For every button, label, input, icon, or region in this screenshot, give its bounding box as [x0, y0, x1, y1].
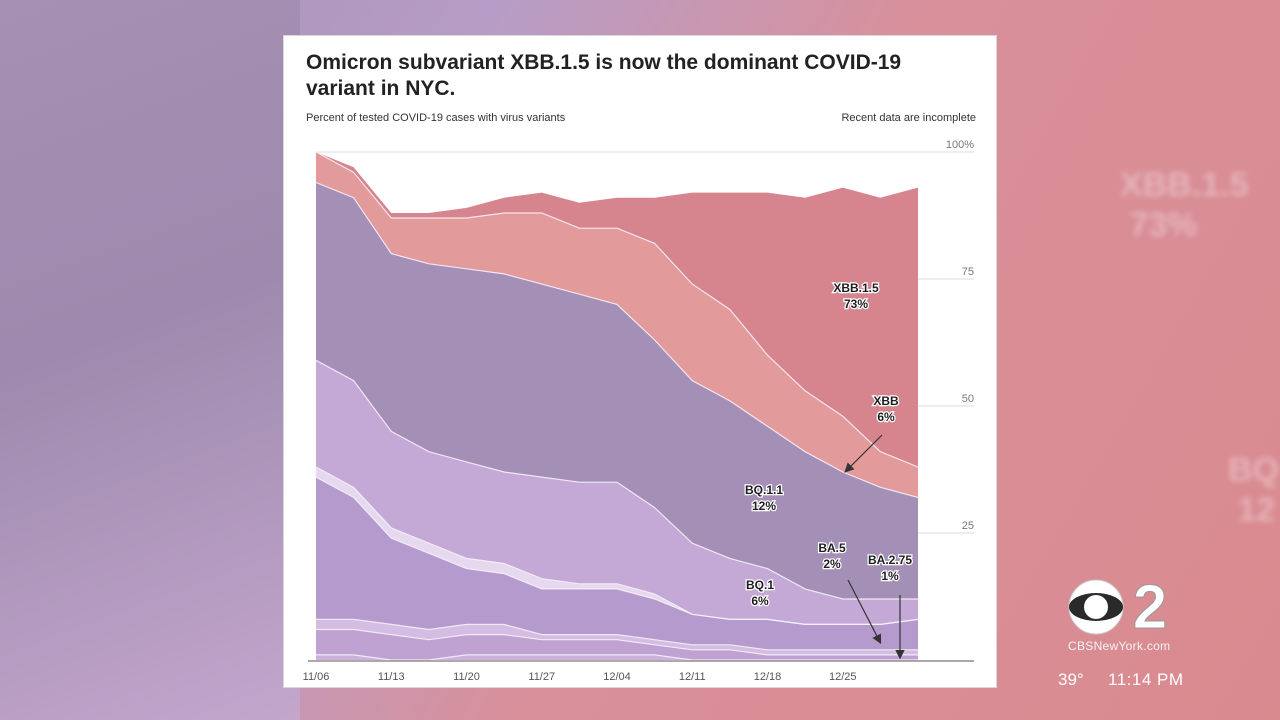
area-series-1 [316, 629, 918, 660]
background-left [0, 0, 300, 720]
x-tick-label: 11/13 [378, 671, 405, 683]
annotation-layer: XBB.1.5 73% XBB 6% BQ.1.1 12% BA.5 2% BA.2.75 1% B… [744, 280, 914, 660]
stacked-area-chart: 25 50 75 100% 11/06 11/13 11/20 11/27 12/04 12/11… [303, 139, 975, 683]
series-boundary-line [316, 618, 918, 651]
annotation-value: 6% [751, 594, 769, 608]
series-boundary-line [316, 628, 918, 656]
x-tick-label: 12/11 [679, 671, 706, 683]
chart-card: Omicron subvariant XBB.1.5 is now the do… [283, 35, 997, 688]
area-series-0 [316, 654, 918, 660]
area-series-3-bq-1 [316, 477, 918, 650]
temperature: 39° [1058, 670, 1084, 689]
x-tick-label: 12/04 [603, 671, 631, 683]
area-series-6 [316, 182, 918, 599]
series-boundary-line [316, 654, 918, 661]
annotation-label: BQ.1.1 [745, 483, 783, 497]
x-tick-label: 11/20 [453, 671, 480, 683]
annotation-label: XBB [873, 394, 899, 408]
annotation-value: 12% [752, 499, 776, 513]
area-series-2 [316, 619, 918, 655]
clock: 11:14 PM [1108, 670, 1184, 689]
cbs2-logo: 2 [1068, 573, 1168, 642]
data-note: Recent data are incomplete [841, 112, 976, 124]
series-boundary-line [315, 151, 919, 468]
background-blur-text: XBB.1.5 73% [1120, 166, 1249, 244]
annotation-label: BQ.1 [746, 578, 774, 592]
y-tick-label: 100% [946, 139, 974, 151]
axis-layer: 25 50 75 100% 11/06 11/13 11/20 11/27 12/04 12/11… [303, 139, 975, 683]
channel-number: 2 [1133, 573, 1167, 642]
annotation-value: 73% [844, 297, 868, 311]
series-boundary-line [315, 466, 919, 625]
callout-arrow [847, 579, 882, 645]
annotation-value: 2% [823, 557, 841, 571]
x-tick-label: 11/27 [528, 671, 555, 683]
area-layer [316, 152, 918, 660]
annotation-label: BA.5 [818, 541, 846, 555]
annotation-value: 1% [881, 569, 899, 583]
website-label: CBSNewYork.com [1068, 639, 1171, 653]
y-tick-label: 25 [962, 520, 974, 532]
area-series-8 [316, 152, 918, 467]
x-tick-label: 12/25 [829, 671, 857, 683]
chart-subtitle: Percent of tested COVID-19 cases with vi… [306, 112, 566, 124]
series-boundary-line [315, 181, 919, 498]
boundary-lines [315, 151, 919, 661]
background-blur-text-2: BQ 12 [1228, 451, 1279, 529]
annotation-label: BA.2.75 [868, 553, 912, 567]
area-series-7 [316, 152, 918, 498]
annotation-label: XBB.1.5 [833, 281, 879, 295]
callout-arrow [844, 434, 883, 473]
y-tick-label: 75 [962, 266, 974, 278]
x-tick-label: 11/06 [303, 671, 330, 683]
series-boundary-line [315, 359, 918, 600]
x-tick-label: 12/18 [754, 671, 782, 683]
y-tick-label: 50 [962, 393, 974, 405]
annotation-value: 6% [877, 410, 895, 424]
chart-title: Omicron subvariant XBB.1.5 is now the do… [306, 51, 902, 100]
